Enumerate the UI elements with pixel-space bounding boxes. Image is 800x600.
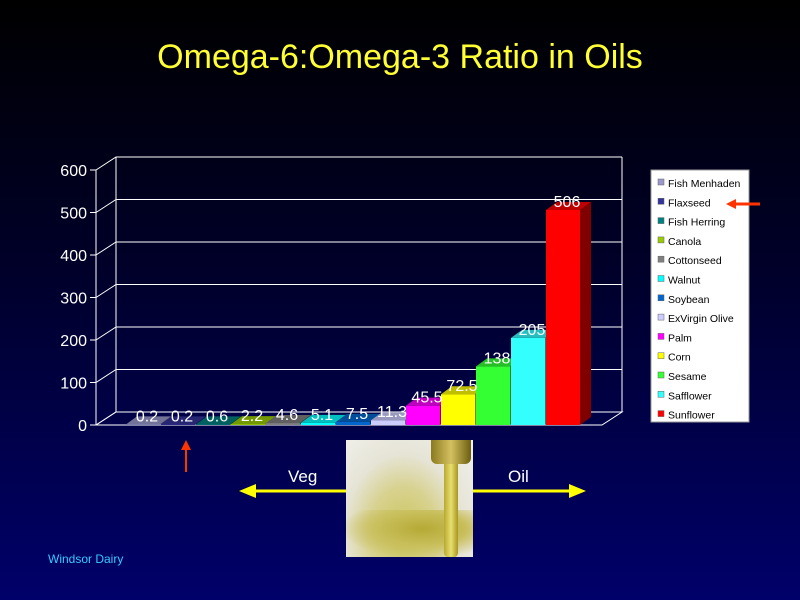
bar-top: [476, 358, 521, 367]
legend-entry: Cottonseed: [668, 255, 722, 267]
data-label: 2.2: [241, 408, 263, 425]
legend-entry: Palm: [668, 332, 692, 344]
bar-front: [126, 424, 160, 425]
y-tick-label: 0: [78, 418, 87, 435]
bar-front: [161, 424, 195, 425]
bar-side: [580, 201, 591, 425]
legend-entry: Flaxseed: [668, 197, 711, 209]
flaxseed-bar-arrowhead: [181, 440, 191, 450]
bar-front: [511, 337, 545, 425]
bar-top: [546, 201, 591, 210]
bar-side: [160, 416, 171, 425]
oil-arrowhead: [569, 484, 586, 498]
bar-front: [301, 422, 335, 425]
data-labels: 0.2 0.2 0.6 2.2 4.6 5.1 7.5 11.345.572.5 138 205 5…: [136, 194, 581, 425]
bar-top: [371, 412, 416, 421]
bar-front: [476, 366, 510, 425]
gridline: [95, 156, 622, 171]
flaxseed-legend-arrowhead: [726, 199, 736, 209]
data-label: 11.3: [377, 404, 407, 421]
y-tick-label: 500: [60, 206, 87, 223]
data-label: 0.2: [136, 408, 158, 425]
legend-entry: ExVirgin Olive: [668, 313, 734, 325]
gridline: [95, 241, 622, 256]
bar-side: [195, 416, 206, 425]
legend-entry: Canola: [668, 236, 701, 248]
bars: [126, 201, 591, 425]
legend-entry: Sesame: [668, 371, 707, 383]
bar-top: [266, 415, 311, 424]
y-tick-label: 200: [60, 333, 87, 350]
y-tick-label: 300: [60, 291, 87, 308]
bar-top: [441, 386, 486, 395]
data-label: 0.2: [171, 408, 193, 425]
footer-credit: Windsor Dairy: [48, 552, 124, 566]
bar-front: [406, 405, 440, 425]
legend-box: [650, 169, 750, 423]
y-tick-label: 100: [60, 376, 87, 393]
legend-entry: Walnut: [668, 275, 700, 287]
legend-swatch: [657, 275, 665, 282]
data-label: 45.5: [411, 390, 442, 407]
bar-top: [161, 416, 206, 425]
data-label: 72.5: [446, 378, 477, 395]
legend-swatch: [657, 294, 665, 302]
y-tick-label: 600: [60, 163, 87, 180]
bar-front: [336, 421, 370, 425]
bar-top: [231, 416, 276, 425]
legend: Fish Menhaden Flaxseed Fish Herring Canola C…: [650, 169, 750, 423]
legend-entry: Sunflower: [668, 410, 715, 422]
veg-label: Veg: [288, 467, 318, 486]
legend-swatch: [657, 313, 665, 321]
legend-swatch: [657, 236, 665, 244]
legend-swatch: [657, 255, 665, 263]
data-label: 205: [519, 322, 546, 339]
bar-top: [196, 416, 241, 425]
bar-top: [126, 416, 171, 425]
data-label: 506: [554, 194, 581, 211]
annotations: [181, 199, 760, 498]
chart-title: Omega-6:Omega-3 Ratio in Oils: [157, 38, 643, 76]
legend-swatch: [657, 217, 665, 224]
data-label: 138: [484, 350, 511, 367]
bar-front: [371, 420, 405, 425]
legend-swatch: [657, 352, 665, 359]
y-tick-label: 400: [60, 248, 87, 265]
legend-entry: Corn: [668, 352, 691, 364]
legend-swatch: [657, 371, 665, 379]
bar: [546, 201, 591, 425]
legend-entry: Safflower: [668, 390, 712, 402]
legend-swatch: [657, 178, 665, 186]
data-label: 5.1: [311, 407, 333, 424]
legend-swatch: [657, 198, 665, 205]
bar-front: [196, 424, 230, 425]
legend-entry: Fish Herring: [668, 217, 725, 229]
legend-entry: Soybean: [668, 294, 710, 306]
bar-top: [511, 329, 556, 338]
oil-label: Oil: [508, 467, 529, 486]
bar: [161, 416, 206, 425]
bar-front: [441, 394, 475, 425]
veg-arrowhead: [239, 484, 256, 498]
legend-swatch: [657, 391, 665, 398]
data-label: 7.5: [346, 406, 368, 423]
gridline: [95, 284, 622, 298]
legend-swatch: [657, 333, 665, 340]
bar-front: [546, 209, 580, 425]
bar-top: [336, 413, 381, 422]
bar-top: [406, 397, 451, 406]
bar-front: [231, 424, 265, 425]
legend-swatch: [657, 410, 665, 417]
oil-pouring-photo: [346, 440, 473, 557]
bar-front: [266, 423, 300, 425]
axes: 0 100 200 300 400 500 600: [60, 157, 624, 435]
legend-entry: Fish Menhaden: [668, 178, 741, 190]
data-label: 0.6: [206, 408, 228, 425]
bar: [126, 416, 171, 425]
gridline: [95, 199, 622, 213]
bar-top: [301, 414, 346, 423]
data-label: 4.6: [276, 407, 298, 424]
